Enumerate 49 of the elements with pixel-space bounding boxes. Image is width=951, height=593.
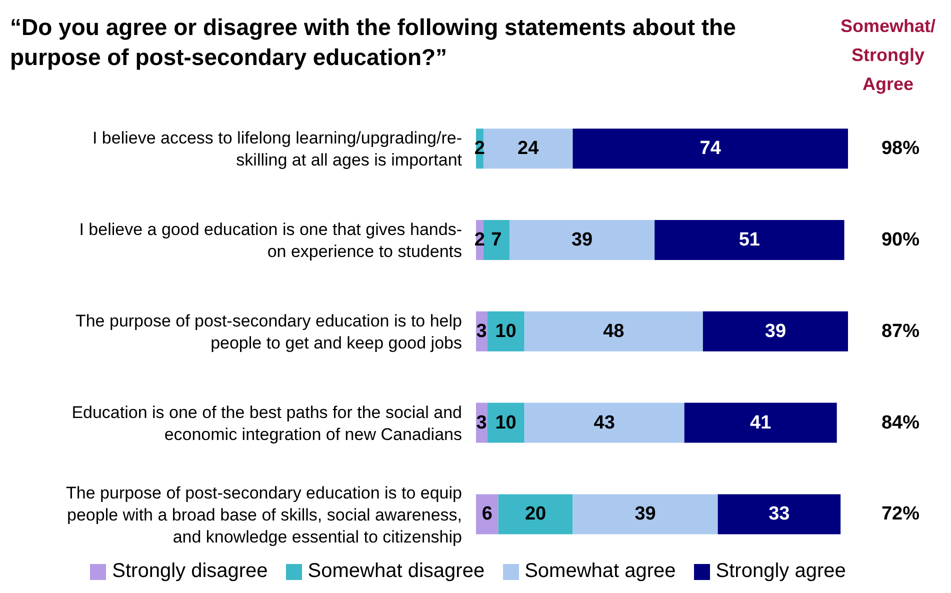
data-label: 7 xyxy=(491,229,502,250)
legend-label: Somewhat agree xyxy=(524,560,676,583)
data-label: 74 xyxy=(700,138,722,160)
data-label: 10 xyxy=(495,320,516,342)
data-label: 39 xyxy=(571,229,593,250)
bar xyxy=(509,220,655,260)
data-label: 3 xyxy=(476,320,487,342)
data-label: 24 xyxy=(518,138,540,160)
data-label: 43 xyxy=(594,412,615,434)
data-label: 20 xyxy=(524,504,546,525)
y-tick-label: The purpose of post-secondary education is to equip people with a broad base of skills, social awareness, and knowledge essential to citizenship xyxy=(66,482,462,546)
bar xyxy=(487,402,524,443)
data-label: 39 xyxy=(764,320,786,342)
y-tick-label: The purpose of post-secondary education is to help people to get and keep good jobs xyxy=(75,311,462,352)
legend-label: Strongly agree xyxy=(714,560,846,583)
data-label: 10 xyxy=(495,412,516,434)
bar xyxy=(718,494,841,534)
text: 84% xyxy=(881,412,920,434)
data-label: 3 xyxy=(476,412,487,434)
chart-title: “Do you agree or disagree with the following statements about the purpose of post-secondary education?” xyxy=(10,13,737,72)
y-tick-label: I believe a good education is one that gives hands-on experience to students xyxy=(79,220,462,261)
bar xyxy=(487,311,524,352)
data-label: 2 xyxy=(474,229,486,250)
y-tick-label: I believe access to lifelong learning/upgrading/re-skilling at all ages is important xyxy=(92,128,462,170)
text: 90% xyxy=(881,229,920,250)
bar xyxy=(684,402,837,443)
legend-label: Somewhat disagree xyxy=(306,560,485,583)
legend-label: Strongly disagree xyxy=(111,560,268,583)
bar xyxy=(654,220,844,260)
bar xyxy=(702,311,848,352)
bar xyxy=(498,494,573,534)
text: 72% xyxy=(881,504,920,525)
data-label: 39 xyxy=(634,504,656,525)
bar xyxy=(524,402,684,443)
text: 87% xyxy=(881,320,920,342)
data-label: 51 xyxy=(738,229,760,250)
bar xyxy=(483,220,510,260)
data-label: 33 xyxy=(768,504,790,525)
y-tick-label: Education is one of the best paths for the social and economic integration of new Canadians xyxy=(72,402,462,444)
bar xyxy=(572,128,848,169)
bar xyxy=(483,128,573,169)
data-label: 6 xyxy=(482,504,492,525)
bar xyxy=(524,311,703,352)
data-label: 48 xyxy=(603,320,624,342)
bar xyxy=(572,494,718,534)
data-label: 41 xyxy=(750,412,772,434)
text: 98% xyxy=(881,138,920,160)
bar xyxy=(476,494,498,534)
text: Somewhat/ Strongly Agree xyxy=(839,15,937,96)
